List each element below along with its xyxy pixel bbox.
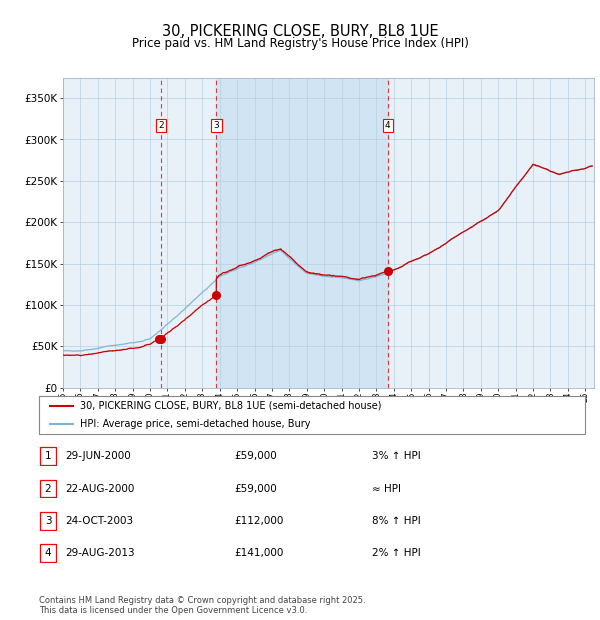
Text: 4: 4 (385, 121, 391, 130)
Text: 1: 1 (44, 451, 52, 461)
Text: 2: 2 (158, 121, 164, 130)
Text: 30, PICKERING CLOSE, BURY, BL8 1UE: 30, PICKERING CLOSE, BURY, BL8 1UE (161, 24, 439, 38)
FancyBboxPatch shape (40, 544, 56, 562)
FancyBboxPatch shape (40, 512, 56, 529)
Text: 3: 3 (44, 516, 52, 526)
Text: Contains HM Land Registry data © Crown copyright and database right 2025.
This d: Contains HM Land Registry data © Crown c… (39, 596, 365, 615)
Text: 3% ↑ HPI: 3% ↑ HPI (372, 451, 421, 461)
Text: 29-AUG-2013: 29-AUG-2013 (65, 548, 134, 558)
Text: £59,000: £59,000 (234, 451, 277, 461)
Text: 3: 3 (214, 121, 219, 130)
Text: HPI: Average price, semi-detached house, Bury: HPI: Average price, semi-detached house,… (80, 418, 310, 428)
Text: 8% ↑ HPI: 8% ↑ HPI (372, 516, 421, 526)
Text: 2% ↑ HPI: 2% ↑ HPI (372, 548, 421, 558)
Text: £59,000: £59,000 (234, 484, 277, 494)
FancyBboxPatch shape (40, 448, 56, 465)
FancyBboxPatch shape (39, 396, 585, 434)
Text: Price paid vs. HM Land Registry's House Price Index (HPI): Price paid vs. HM Land Registry's House … (131, 37, 469, 50)
FancyBboxPatch shape (40, 480, 56, 497)
Text: ≈ HPI: ≈ HPI (372, 484, 401, 494)
Text: £112,000: £112,000 (234, 516, 283, 526)
Text: £141,000: £141,000 (234, 548, 283, 558)
Bar (217, 78, 388, 388)
Text: 22-AUG-2000: 22-AUG-2000 (65, 484, 134, 494)
Text: 24-OCT-2003: 24-OCT-2003 (65, 516, 133, 526)
Text: 30, PICKERING CLOSE, BURY, BL8 1UE (semi-detached house): 30, PICKERING CLOSE, BURY, BL8 1UE (semi… (80, 401, 382, 411)
Text: 2: 2 (44, 484, 52, 494)
Text: 4: 4 (44, 548, 52, 558)
Text: 29-JUN-2000: 29-JUN-2000 (65, 451, 131, 461)
